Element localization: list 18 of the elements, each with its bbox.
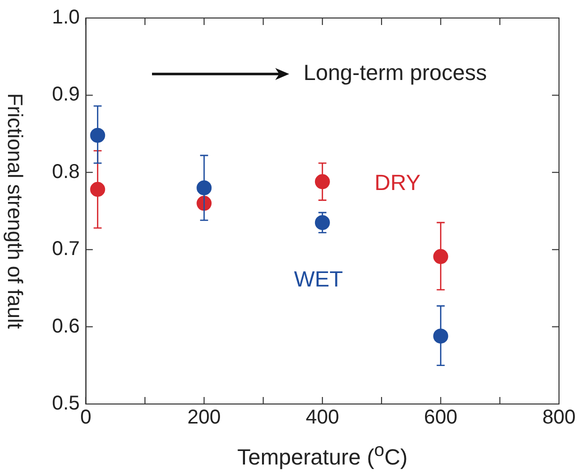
point [314, 215, 330, 230]
y-axis-title: Frictional strength of fault [3, 93, 26, 330]
x-tick-label: 0 [80, 406, 92, 429]
y-tick-label: 0.7 [52, 238, 80, 260]
y-tick-label: 0.9 [52, 84, 80, 106]
y-tick-label: 1.0 [52, 6, 80, 29]
y-tick-label: 0.5 [52, 392, 80, 415]
x-tick-label: 600 [424, 406, 458, 429]
x-axis-title: Temperature ($^{o}$C) [236, 438, 409, 472]
x-tick-label: 400 [306, 406, 340, 429]
series-label: WET [294, 266, 343, 292]
text: DRY [374, 170, 421, 196]
annotation: Long-term process [303, 60, 487, 86]
x-tick-label: 800 [542, 406, 576, 429]
y-tick-label: 0.6 [52, 315, 80, 338]
x-tick-label: 200 [187, 406, 221, 429]
y-tick-label: 0.8 [52, 160, 80, 183]
point [314, 174, 330, 190]
